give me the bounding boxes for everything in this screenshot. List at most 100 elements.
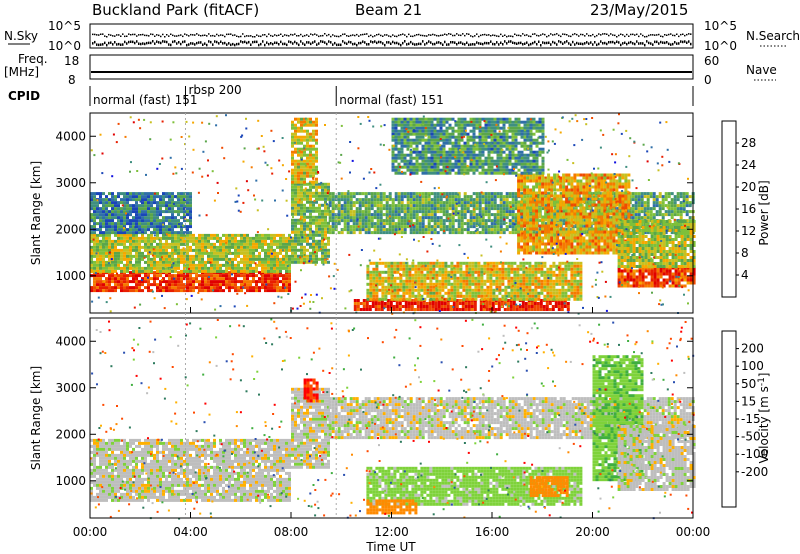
velocity-speckle-cell	[611, 412, 613, 415]
velocity-speckle-cell	[511, 349, 514, 352]
power-speckle-cell	[611, 153, 614, 156]
site-title: Buckland Park (fitACF)	[92, 1, 259, 19]
velocity-speckle-cell	[193, 507, 196, 510]
power-speckle-cell	[225, 114, 227, 117]
velocity-speckle-cell	[108, 329, 111, 332]
power-speckle-cell	[422, 298, 425, 300]
velocity-xlabel: Time UT	[365, 540, 416, 554]
power-speckle-cell	[555, 242, 558, 245]
power-speckle-cell	[414, 281, 417, 284]
velocity-speckle-cell	[465, 366, 468, 369]
velocity-speckle-cell	[284, 330, 287, 333]
power-speckle-cell	[630, 267, 633, 270]
velocity-speckle-cell	[464, 319, 467, 322]
power-speckle-cell	[257, 147, 260, 150]
power-speckle-cell	[368, 119, 371, 122]
power-speckle-cell	[270, 167, 273, 170]
power-speckle-cell	[545, 209, 548, 212]
power-speckle-cell	[387, 217, 389, 220]
power-speckle-cell	[242, 283, 245, 286]
power-speckle-cell	[309, 300, 311, 303]
power-colorbar-label: Power [dB]	[757, 180, 771, 245]
noise-ytick-top: 10^5	[48, 19, 81, 33]
power-speckle-cell	[553, 295, 556, 298]
power-speckle-cell	[93, 154, 96, 157]
velocity-speckle-cell	[225, 360, 228, 363]
power-speckle-cell	[574, 114, 577, 117]
velocity-speckle-cell	[678, 398, 681, 401]
power-speckle-cell	[158, 163, 161, 165]
velocity-speckle-cell	[100, 424, 102, 427]
power-speckle-cell	[303, 124, 306, 127]
velocity-speckle-cell	[488, 429, 490, 432]
power-speckle-cell	[631, 254, 634, 256]
power-speckle-cell	[466, 164, 469, 167]
velocity-speckle-cell	[659, 511, 661, 514]
power-speckle-cell	[348, 290, 351, 293]
velocity-speckle-cell	[669, 337, 672, 340]
power-speckle-cell	[148, 251, 151, 254]
power-speckle-cell	[607, 204, 610, 207]
power-speckle-cell	[452, 212, 455, 215]
power-speckle-cell	[264, 285, 267, 288]
velocity-speckle-cell	[207, 463, 210, 465]
power-speckle-cell	[651, 291, 653, 294]
velocity-speckle-cell	[651, 340, 654, 343]
velocity-speckle-cell	[202, 373, 205, 376]
power-speckle-cell	[172, 202, 175, 205]
freq-label-1: Freq.	[18, 52, 48, 66]
velocity-speckle-cell	[368, 482, 371, 485]
power-speckle-cell	[414, 286, 417, 289]
power-speckle-cell	[625, 165, 628, 168]
velocity-colorbar-tick: -15	[741, 412, 761, 426]
velocity-speckle-cell	[139, 446, 142, 448]
power-speckle-cell	[296, 307, 299, 310]
power-speckle-cell	[592, 194, 595, 197]
velocity-speckle-cell	[517, 343, 520, 346]
power-speckle-cell	[505, 242, 508, 245]
power-speckle-cell	[621, 190, 624, 192]
power-speckle-cell	[625, 209, 627, 212]
velocity-regions	[90, 355, 696, 515]
velocity-speckle-cell	[612, 496, 615, 499]
power-speckle-cell	[677, 276, 680, 278]
power-speckle-cell	[588, 184, 591, 187]
velocity-speckle-cell	[153, 362, 155, 365]
velocity-ytick-label: 4000	[55, 334, 86, 348]
power-speckle-cell	[436, 294, 439, 297]
velocity-speckle-cell	[156, 510, 159, 513]
velocity-speckle-cell	[121, 480, 124, 483]
power-speckle-cell	[382, 144, 385, 147]
power-speckle-cell	[302, 220, 305, 223]
power-speckle-cell	[583, 118, 586, 121]
power-speckle-cell	[559, 131, 562, 134]
velocity-speckle-cell	[121, 439, 123, 442]
power-speckle-cell	[591, 117, 594, 119]
power-speckle-cell	[326, 192, 329, 194]
velocity-speckle-cell	[112, 428, 115, 431]
power-speckle-cell	[557, 233, 560, 236]
power-speckle-cell	[412, 259, 415, 262]
nave-ytick-top: 60	[704, 54, 719, 68]
velocity-speckle-cell	[434, 399, 436, 402]
velocity-speckle-cell	[505, 397, 508, 400]
velocity-speckle-cell	[619, 470, 622, 472]
velocity-speckle-cell	[638, 411, 641, 414]
power-speckle-cell	[503, 218, 506, 221]
velocity-speckle-cell	[353, 327, 356, 330]
power-speckle-cell	[558, 175, 561, 178]
power-speckle-cell	[92, 238, 95, 241]
power-speckle-cell	[302, 302, 305, 305]
velocity-speckle-cell	[229, 325, 232, 328]
velocity-speckle-cell	[589, 340, 592, 343]
power-speckle-cell	[267, 228, 270, 231]
velocity-speckle-cell	[394, 433, 397, 436]
power-speckle-cell	[523, 129, 526, 132]
velocity-speckle-cell	[342, 368, 345, 371]
power-speckle-cell	[483, 143, 486, 145]
power-speckle-cell	[299, 305, 302, 307]
power-speckle-cell	[681, 286, 684, 289]
velocity-speckle-cell	[175, 401, 178, 404]
power-speckle-cell	[460, 136, 463, 139]
velocity-speckle-cell	[635, 357, 638, 360]
